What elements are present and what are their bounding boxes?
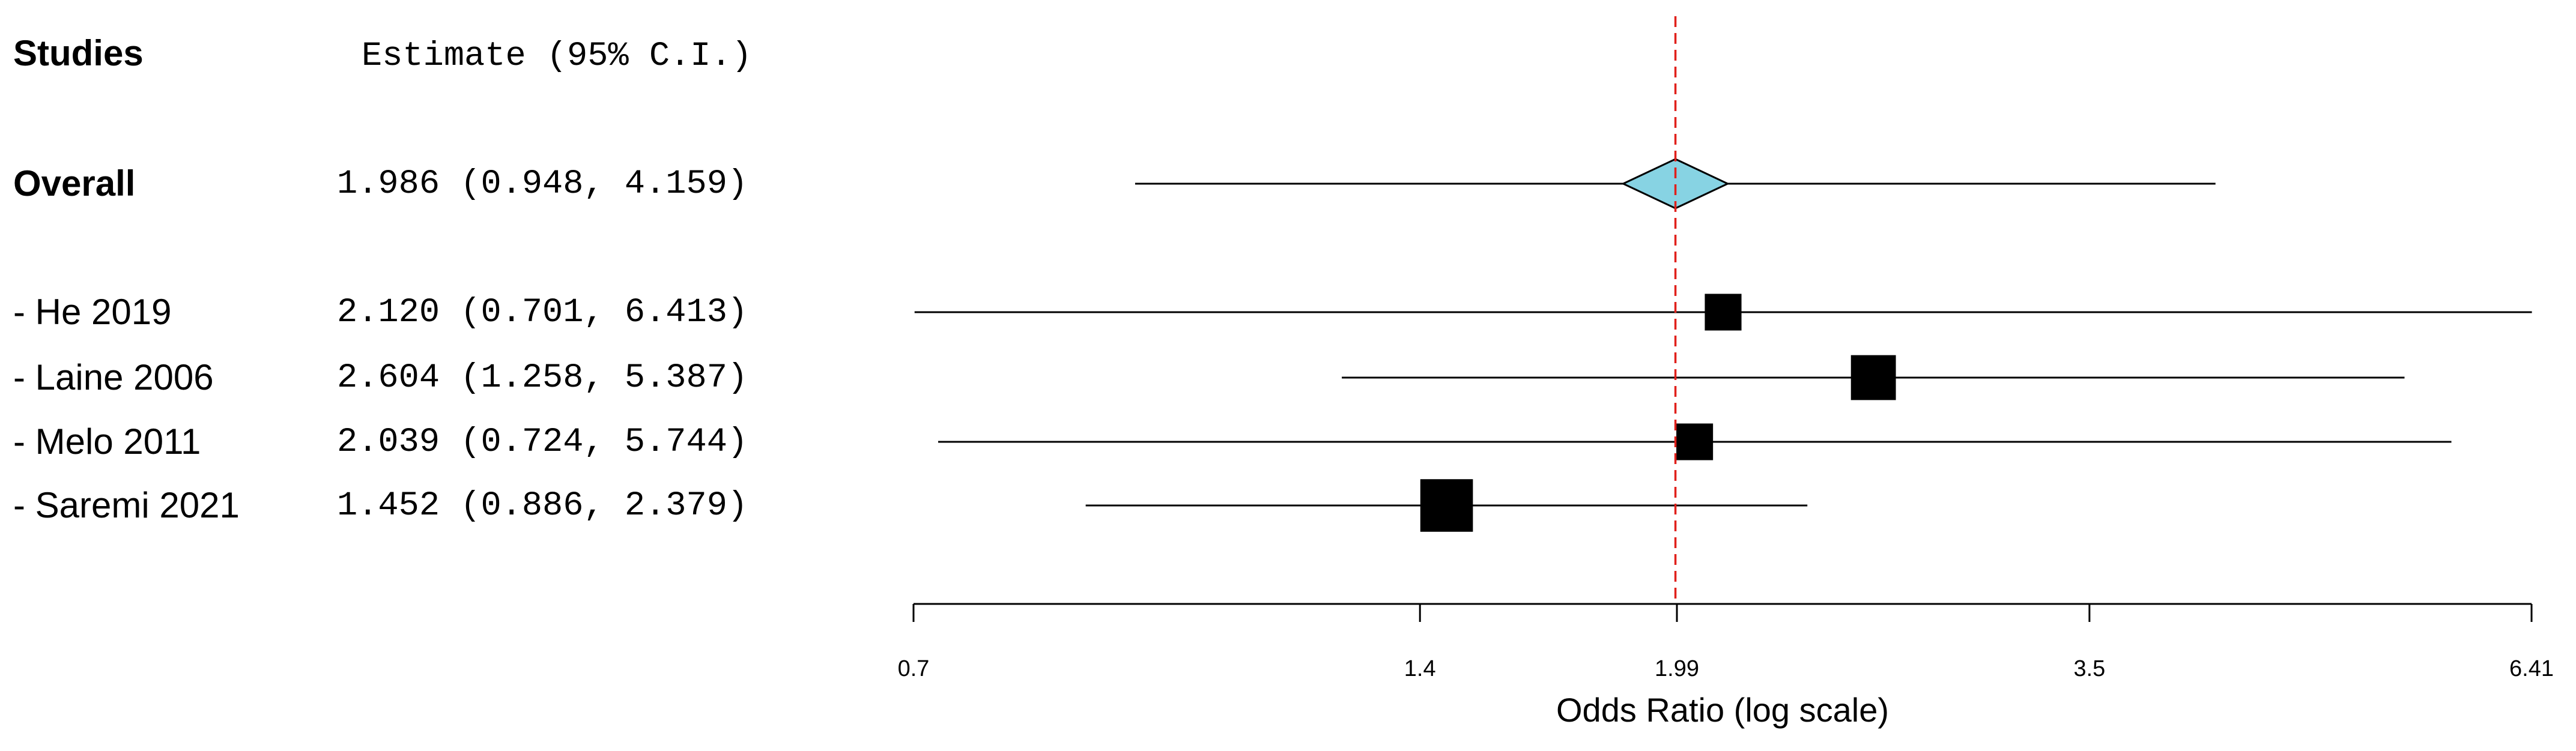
- study-label: - Saremi 2021: [13, 485, 240, 525]
- header-studies: Studies: [13, 33, 144, 73]
- study-ci-label: 2.120 (0.701, 6.413): [337, 294, 748, 332]
- study-ci-label: 2.604 (1.258, 5.387): [337, 359, 748, 397]
- x-tick-label: 3.5: [2073, 656, 2105, 681]
- x-tick-label: 0.7: [898, 656, 930, 681]
- study-label: - He 2019: [13, 292, 172, 332]
- study-square: [1676, 423, 1714, 460]
- study-ci-label: 2.039 (0.724, 5.744): [337, 423, 748, 462]
- overall-ci-label: 1.986 (0.948, 4.159): [337, 165, 748, 204]
- x-tick-label: 1.99: [1655, 656, 1699, 681]
- study-label: - Melo 2011: [13, 421, 201, 462]
- study-square: [1420, 479, 1473, 532]
- x-tick-label: 1.4: [1404, 656, 1436, 681]
- x-axis-title: Odds Ratio (log scale): [1556, 691, 1889, 729]
- overall-diamond: [1621, 158, 1730, 210]
- overall-label: Overall: [13, 163, 135, 204]
- study-ci-label: 1.452 (0.886, 2.379): [337, 487, 748, 525]
- study-label: - Laine 2006: [13, 357, 214, 397]
- x-tick-label: 6.41: [2509, 656, 2554, 681]
- header-estimate: Estimate (95% C.I.): [362, 37, 752, 76]
- study-square: [1850, 355, 1896, 400]
- study-square: [1705, 294, 1742, 331]
